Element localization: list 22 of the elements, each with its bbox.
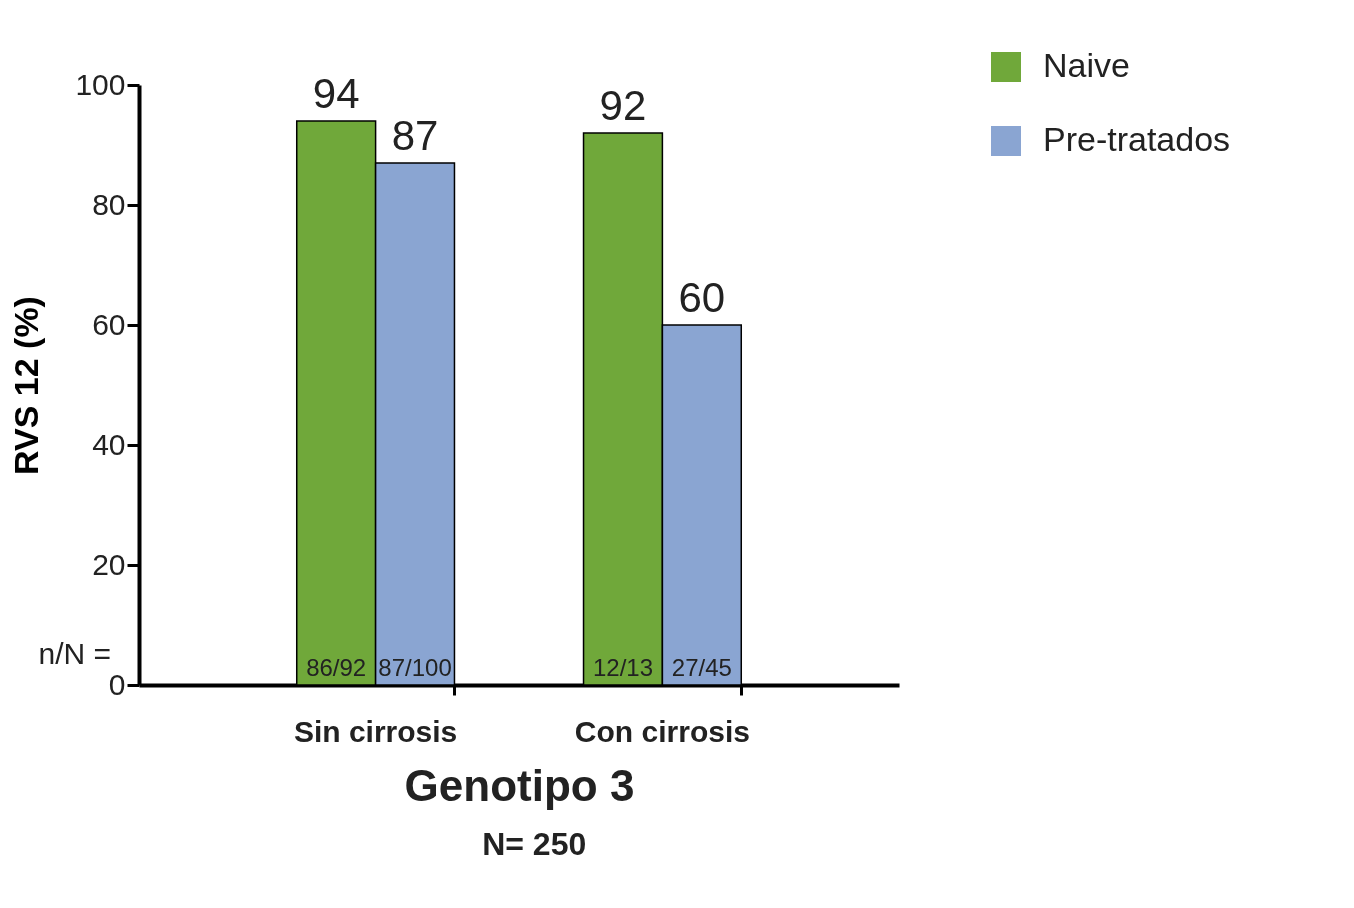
x-tick-label: Sin cirrosis <box>293 714 458 748</box>
annotation: 27/45 <box>671 654 732 681</box>
y-tick-label: 60 <box>92 307 126 341</box>
text: n/N = <box>38 637 111 670</box>
data-label: 87 <box>391 112 439 159</box>
y-tick-label: 0 <box>108 667 126 701</box>
y-tick-label: 40 <box>92 427 126 461</box>
annotation: 86/92 <box>306 654 367 681</box>
legend-label: Naive <box>1043 46 1130 84</box>
x-tick-label: Con cirrosis <box>574 714 750 748</box>
data-label: 94 <box>312 70 360 117</box>
y-tick-label: 20 <box>92 547 126 581</box>
x-axis-title: Genotipo 3 <box>404 760 635 810</box>
y-tick-label: 100 <box>75 67 126 101</box>
text: N= 250 <box>482 826 587 862</box>
legend-label: Pre-tratados <box>1043 120 1231 158</box>
data-label: 60 <box>678 274 726 321</box>
annotation: 12/13 <box>592 654 653 681</box>
annotation: 87/100 <box>378 654 452 681</box>
y-tick-label: 80 <box>92 187 126 221</box>
y-axis-title: RVS 12 (%) <box>7 296 46 475</box>
data-label: 92 <box>599 82 647 129</box>
